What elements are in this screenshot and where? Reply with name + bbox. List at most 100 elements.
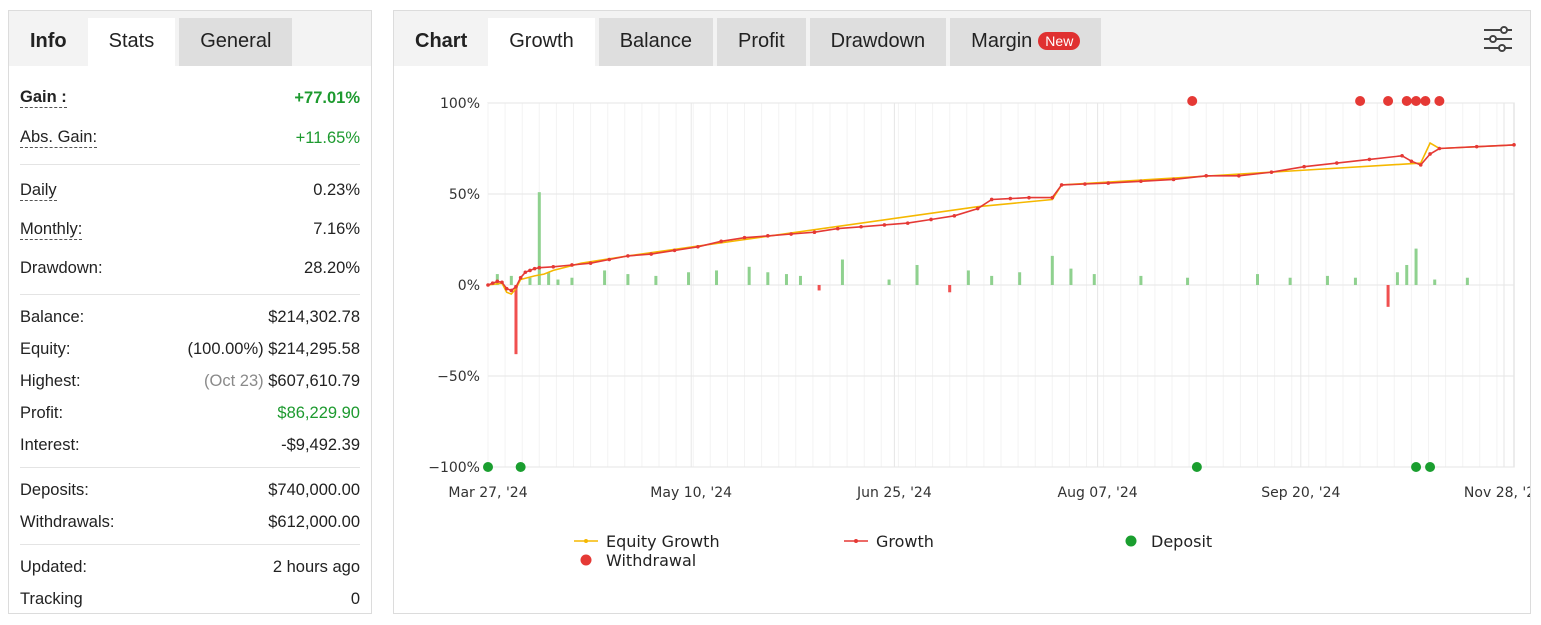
abs-gain-label[interactable]: Abs. Gain: bbox=[20, 128, 98, 148]
tab-growth[interactable]: Growth bbox=[488, 18, 595, 66]
growth-point bbox=[500, 280, 504, 285]
highest-date: (Oct 23) bbox=[204, 371, 264, 390]
growth-point bbox=[1474, 144, 1479, 149]
profit-bar bbox=[528, 277, 532, 285]
profit-bar bbox=[495, 274, 499, 285]
profit-value: $86,229.90 bbox=[277, 403, 360, 422]
growth-point bbox=[1059, 183, 1064, 187]
deposit-marker bbox=[515, 462, 526, 472]
equity-row: Equity: (100.00%) $214,295.58 bbox=[20, 333, 360, 365]
monthly-value: 7.16% bbox=[313, 220, 360, 238]
daily-label[interactable]: Daily bbox=[20, 180, 57, 201]
y-tick-label: 100% bbox=[440, 96, 480, 112]
growth-chart: 100% 50% 0% −50% −100% Mar 27, '24 May 10, '24… bbox=[428, 96, 1530, 570]
legend-swatch-point bbox=[854, 539, 858, 543]
tab-info[interactable]: Info bbox=[30, 30, 67, 52]
growth-point bbox=[1027, 195, 1031, 200]
growth-point bbox=[742, 235, 747, 240]
left-tab-bar: Info Stats General bbox=[9, 11, 371, 66]
chart-panel: Chart Growth Balance Profit Drawdown Mar… bbox=[393, 10, 1531, 614]
withdrawals-label: Withdrawals: bbox=[20, 512, 115, 531]
growth-point bbox=[1512, 143, 1516, 147]
profit-bar bbox=[1386, 285, 1390, 307]
tab-drawdown[interactable]: Drawdown bbox=[809, 18, 947, 66]
tab-general[interactable]: General bbox=[179, 18, 293, 66]
profit-bar bbox=[1465, 277, 1469, 285]
growth-point bbox=[1083, 182, 1087, 186]
growth-point bbox=[975, 206, 980, 211]
withdrawal-marker bbox=[1355, 96, 1366, 106]
withdrawal-marker bbox=[1420, 96, 1431, 106]
deposit-marker bbox=[1425, 462, 1436, 472]
tab-margin[interactable]: Margin New bbox=[950, 18, 1102, 66]
profit-bar bbox=[687, 272, 691, 285]
x-tick-label: May 10, '24 bbox=[650, 485, 732, 501]
x-tick-label: Jun 25, '24 bbox=[856, 485, 932, 501]
profit-bar bbox=[817, 285, 821, 291]
growth-point bbox=[486, 283, 490, 287]
tab-margin-label: Margin bbox=[971, 30, 1033, 52]
profit-bar bbox=[509, 275, 513, 285]
gain-label[interactable]: Gain : bbox=[20, 88, 67, 108]
growth-point bbox=[952, 214, 957, 218]
tracking-row: Tracking 0 bbox=[20, 583, 360, 615]
legend-swatch-dot bbox=[580, 554, 592, 566]
deposits-value: $740,000.00 bbox=[268, 480, 360, 499]
growth-point bbox=[812, 230, 817, 235]
withdrawal-marker bbox=[1187, 96, 1198, 106]
y-tick-label: −50% bbox=[437, 369, 480, 385]
sliders-icon[interactable] bbox=[1482, 25, 1514, 53]
x-tick-label: Mar 27, '24 bbox=[448, 485, 527, 501]
interest-value: -$9,492.39 bbox=[281, 435, 360, 454]
highest-value: $607,610.79 bbox=[268, 371, 360, 390]
growth-point bbox=[1418, 163, 1423, 167]
profit-bar bbox=[915, 264, 919, 285]
profit-bar bbox=[1186, 277, 1190, 285]
tab-profit[interactable]: Profit bbox=[716, 18, 806, 66]
profit-bar bbox=[948, 285, 952, 293]
tab-chart[interactable]: Chart bbox=[415, 30, 468, 52]
growth-point bbox=[882, 223, 887, 227]
equity-label: Equity: bbox=[20, 339, 71, 358]
interest-row: Interest: -$9,492.39 bbox=[20, 429, 360, 461]
profit-bar bbox=[654, 275, 658, 285]
highest-label: Highest: bbox=[20, 371, 81, 390]
profit-bar bbox=[1353, 277, 1357, 285]
abs-gain-row: Abs. Gain: +11.65% bbox=[20, 118, 360, 158]
monthly-row: Monthly: 7.16% bbox=[20, 210, 360, 249]
tab-stats[interactable]: Stats bbox=[87, 18, 176, 66]
x-tick-label: Sep 20, '24 bbox=[1261, 485, 1340, 501]
tab-balance[interactable]: Balance bbox=[598, 18, 713, 66]
monthly-label[interactable]: Monthly: bbox=[20, 219, 83, 240]
profit-label: Profit: bbox=[20, 403, 64, 422]
growth-point bbox=[588, 261, 593, 265]
profit-bar bbox=[1139, 275, 1143, 285]
growth-point bbox=[509, 288, 514, 293]
withdrawals-value: $612,000.00 bbox=[268, 512, 360, 531]
profit-bar bbox=[1092, 274, 1096, 285]
chart-tab-bar: Chart Growth Balance Profit Drawdown Mar… bbox=[394, 11, 1530, 66]
profit-bar bbox=[798, 275, 802, 285]
growth-point bbox=[1237, 174, 1241, 178]
growth-point bbox=[626, 254, 630, 258]
y-tick-label: 50% bbox=[449, 187, 480, 203]
drawdown-label: Drawdown: bbox=[20, 259, 103, 277]
equity-value: $214,295.58 bbox=[268, 339, 360, 358]
profit-row: Profit: $86,229.90 bbox=[20, 397, 360, 429]
profit-bar bbox=[1256, 274, 1259, 285]
legend-swatch-dot bbox=[1125, 535, 1137, 547]
drawdown-row: Drawdown: 28.20% bbox=[20, 249, 360, 288]
growth-point bbox=[766, 234, 770, 238]
legend-label: Deposit bbox=[1151, 532, 1212, 551]
profit-bar bbox=[1414, 248, 1418, 285]
profit-bar bbox=[1069, 268, 1073, 285]
growth-point bbox=[1409, 159, 1414, 164]
updated-value: 2 hours ago bbox=[272, 557, 360, 576]
profit-bar bbox=[990, 275, 994, 285]
y-tick-label: 0% bbox=[458, 278, 480, 294]
balance-label: Balance: bbox=[20, 307, 85, 326]
growth-point bbox=[1204, 174, 1208, 178]
growth-point bbox=[490, 281, 495, 285]
stats-list: Gain : +77.01% Abs. Gain: +11.65% Daily … bbox=[9, 66, 371, 621]
x-tick-label: Aug 07, '24 bbox=[1058, 485, 1138, 501]
